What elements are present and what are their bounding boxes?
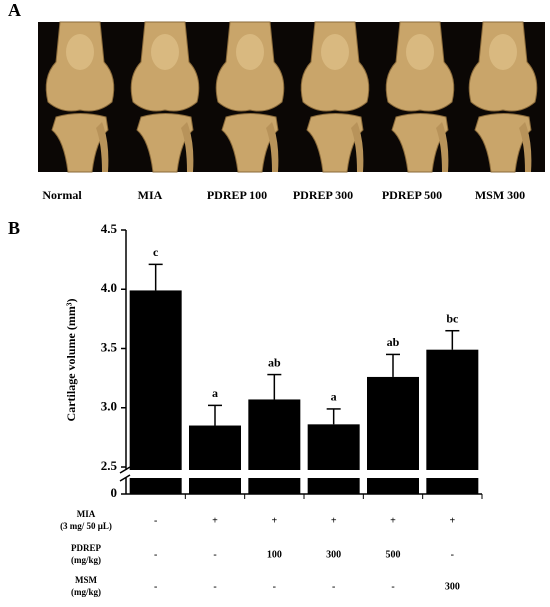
- treatment-value: -: [154, 515, 157, 526]
- treatment-value: 300: [445, 581, 460, 592]
- panel-label: B: [8, 218, 20, 238]
- treatment-value: +: [449, 515, 455, 526]
- bar: [248, 399, 301, 494]
- treatment-value: -: [451, 549, 454, 560]
- caption: PDREP 100: [207, 188, 267, 202]
- y-tick-label: 2.5: [101, 458, 118, 473]
- treatment-value: -: [154, 581, 157, 592]
- y-tick-label: 3.5: [101, 339, 118, 354]
- treatment-value: 300: [326, 549, 341, 560]
- treatment-value: -: [332, 581, 335, 592]
- treatment-value: -: [391, 581, 394, 592]
- significance-letter: a: [331, 390, 337, 404]
- treatment-label: MIA: [77, 509, 96, 519]
- y-tick-label: 4.5: [101, 221, 118, 236]
- significance-letter: ab: [387, 335, 400, 349]
- significance-letter: bc: [446, 311, 459, 325]
- treatment-value: +: [390, 515, 396, 526]
- treatment-value: 100: [267, 549, 282, 560]
- caption: PDREP 300: [293, 188, 353, 202]
- treatment-value: -: [213, 549, 216, 560]
- y-axis-label: Cartilage volume (mm³): [64, 299, 78, 422]
- treatment-label: (mg/kg): [71, 555, 101, 565]
- caption: MSM 300: [475, 188, 525, 202]
- treatment-label: (3 mg/ 50 μL): [60, 521, 112, 531]
- bar: [426, 349, 479, 494]
- y-tick-label: 0: [111, 485, 118, 500]
- treatment-value: 500: [386, 549, 401, 560]
- significance-letter: c: [153, 245, 159, 259]
- treatment-value: +: [271, 515, 277, 526]
- treatment-label: PDREP: [71, 543, 101, 553]
- caption: MIA: [138, 188, 163, 202]
- treatment-value: -: [154, 549, 157, 560]
- significance-letter: ab: [268, 355, 281, 369]
- treatment-label: (mg/kg): [71, 587, 101, 597]
- y-tick-label: 4.0: [101, 280, 117, 295]
- caption: Normal: [42, 188, 82, 202]
- bar: [189, 425, 241, 494]
- treatment-label: MSM: [75, 575, 98, 585]
- caption: PDREP 500: [382, 188, 442, 202]
- treatment-value: -: [213, 581, 216, 592]
- axis-break-mark: [119, 474, 131, 482]
- treatment-value: -: [273, 581, 276, 592]
- bar: [129, 290, 182, 494]
- treatment-value: +: [212, 515, 218, 526]
- joint-photos: [37, 21, 546, 173]
- axis-break-mark: [119, 466, 131, 474]
- significance-letter: a: [212, 386, 218, 400]
- bar: [307, 424, 360, 494]
- axis-break: [120, 470, 486, 478]
- treatment-value: +: [331, 515, 337, 526]
- y-tick-label: 3.0: [101, 399, 117, 414]
- panel-label: A: [8, 0, 21, 20]
